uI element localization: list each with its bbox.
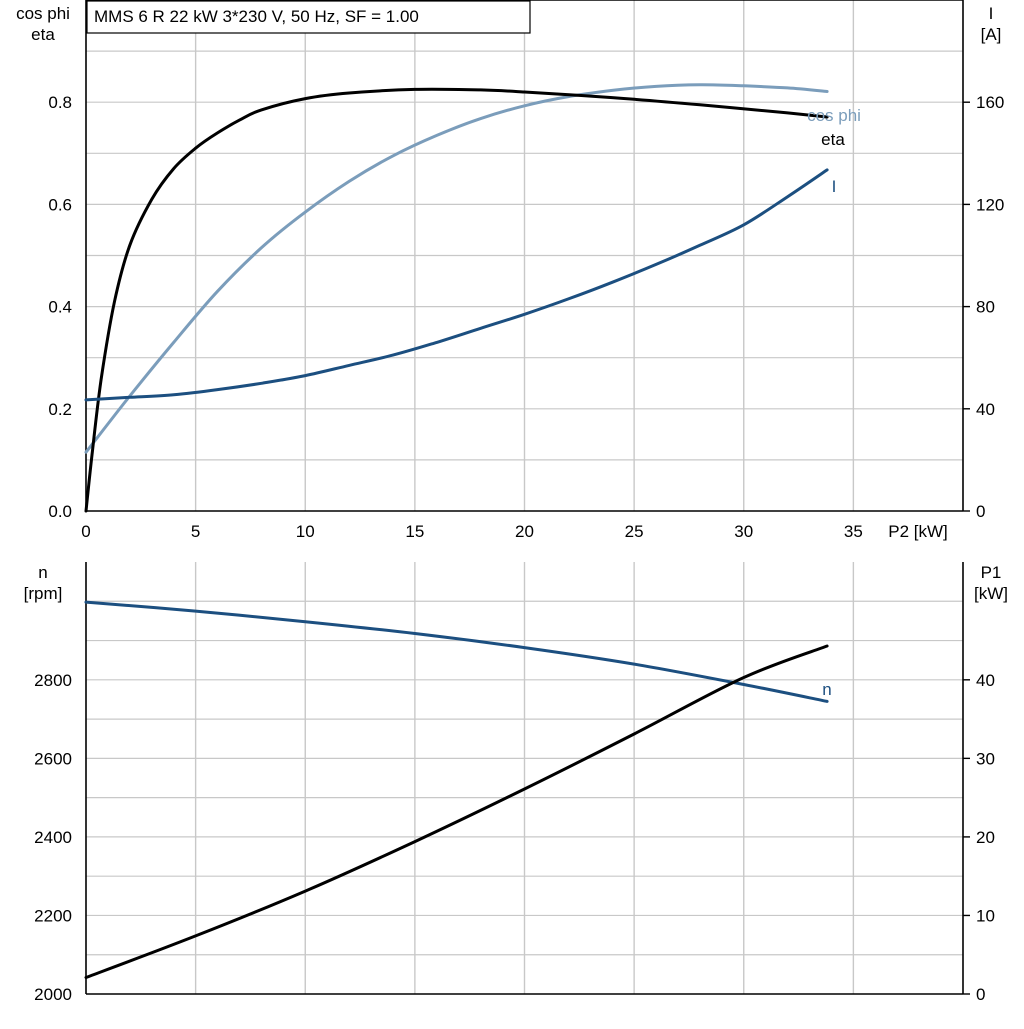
y-tick-label-right: 40 xyxy=(976,671,995,690)
y-tick-label-left: 0.2 xyxy=(48,400,72,419)
series-label-cos-phi: cos phi xyxy=(807,106,861,125)
y-axis-label-right-unit: [A] xyxy=(981,25,1002,44)
y-axis-label-right-unit: [kW] xyxy=(974,584,1008,603)
series-label-n: n xyxy=(822,680,831,699)
y-tick-label-left: 2000 xyxy=(34,985,72,1004)
series-line-eta xyxy=(84,87,829,513)
x-axis-label: P2 [kW] xyxy=(888,522,948,541)
y-axis-label-left: n xyxy=(38,563,47,582)
y-tick-label-right: 40 xyxy=(976,400,995,419)
y-axis-label-right: P1 xyxy=(981,563,1002,582)
y-axis-label-left-unit: eta xyxy=(31,25,55,44)
series-label-eta: eta xyxy=(821,130,845,149)
y-axis-label-left-unit: [rpm] xyxy=(24,584,63,603)
y-tick-label-right: 0 xyxy=(976,985,985,1004)
x-tick-label: 35 xyxy=(844,522,863,541)
x-tick-label: 15 xyxy=(405,522,424,541)
y-tick-label-left: 2600 xyxy=(34,749,72,768)
y-tick-label-right: 80 xyxy=(976,298,995,317)
y-tick-label-left: 0.6 xyxy=(48,195,72,214)
chart-title: MMS 6 R 22 kW 3*230 V, 50 Hz, SF = 1.00 xyxy=(94,7,419,26)
x-tick-label: 5 xyxy=(191,522,200,541)
y-tick-label-left: 0.8 xyxy=(48,93,72,112)
y-axis-label-left: cos phi xyxy=(16,4,70,23)
y-tick-label-left: 2400 xyxy=(34,828,72,847)
y-tick-label-right: 120 xyxy=(976,195,1004,214)
y-tick-label-left: 0.0 xyxy=(48,502,72,521)
chart-title-box xyxy=(86,0,531,34)
y-tick-label-right: 30 xyxy=(976,749,995,768)
y-tick-label-right: 160 xyxy=(976,93,1004,112)
y-tick-label-right: 10 xyxy=(976,906,995,925)
x-tick-label: 25 xyxy=(625,522,644,541)
x-tick-label: 10 xyxy=(296,522,315,541)
y-tick-label-left: 2800 xyxy=(34,671,72,690)
x-tick-label: 30 xyxy=(734,522,753,541)
series-line-cos-phi xyxy=(84,83,829,454)
y-tick-label-left: 2200 xyxy=(34,906,72,925)
y-tick-label-right: 20 xyxy=(976,828,995,847)
y-axis-label-right: I xyxy=(989,4,994,23)
series-line-n xyxy=(84,600,829,703)
y-tick-label-right: 0 xyxy=(976,502,985,521)
x-tick-label: 20 xyxy=(515,522,534,541)
series-label-i: I xyxy=(832,177,837,196)
series-line-p1 xyxy=(84,644,829,979)
y-tick-label-left: 0.4 xyxy=(48,298,72,317)
x-tick-label: 0 xyxy=(81,522,90,541)
series-line-i xyxy=(84,168,829,402)
